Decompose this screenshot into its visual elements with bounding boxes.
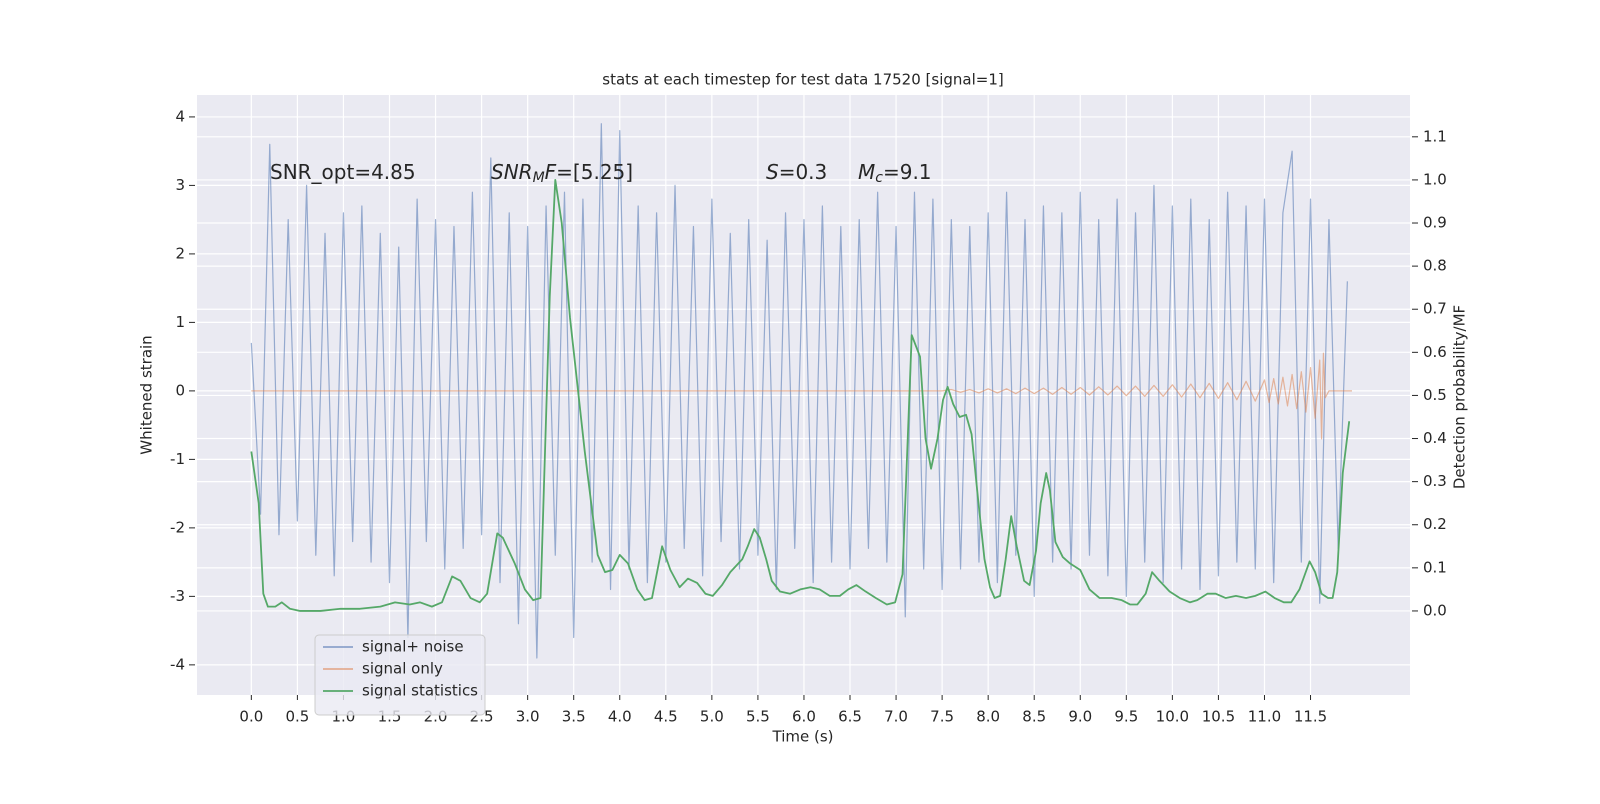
x-tick-label: 4.5: [654, 708, 678, 726]
legend-label: signal only: [362, 660, 443, 678]
annotation: SNRMF=[5.25]: [491, 160, 633, 187]
annotation: Mc=9.1: [858, 160, 932, 187]
y-tick-label: 0: [175, 381, 185, 399]
y2-tick-label: 0.4: [1423, 429, 1447, 447]
y-tick-label: -1: [170, 450, 185, 468]
x-tick-label: 9.0: [1068, 708, 1092, 726]
y2-tick-label: 0.3: [1423, 472, 1447, 490]
x-tick-label: 0.5: [285, 708, 309, 726]
series-line: [251, 352, 1352, 440]
x-axis-label: Time (s): [772, 728, 834, 746]
x-tick-label: 3.0: [516, 708, 540, 726]
annotation: SNR_opt=4.85: [270, 160, 416, 184]
annotation: S=0.3: [766, 160, 827, 184]
legend-label: signal statistics: [362, 682, 478, 700]
y-tick-label: 1: [175, 313, 185, 331]
y-tick-label: 3: [175, 176, 185, 194]
annotation-part: M: [858, 160, 875, 184]
y-axis-label: Whitened strain: [138, 335, 156, 454]
x-tick-label: 9.5: [1114, 708, 1138, 726]
legend-label: signal+ noise: [362, 638, 464, 656]
x-tick-label: 6.0: [792, 708, 816, 726]
annotation-part: S: [766, 160, 779, 184]
series-line: [250, 179, 1351, 612]
x-tick-label: 10.5: [1202, 708, 1235, 726]
y2-tick-label: 0.2: [1423, 515, 1447, 533]
series-lines: [250, 123, 1352, 659]
x-tick-label: 11.5: [1294, 708, 1327, 726]
annotation-part: c: [875, 170, 883, 186]
x-tick-label: 8.5: [1022, 708, 1046, 726]
axes: 0.0 0.5 1.0 1.5 2.0 2.5 3.0 3.5 4.0 4.5 5.0 5.5 6.0 6…: [170, 107, 1447, 725]
annotation-part: M: [533, 170, 545, 186]
annotation-part: SNR: [491, 160, 533, 184]
y2-tick-label: 1.1: [1423, 127, 1447, 145]
y-tick-label: -4: [170, 655, 185, 673]
x-tick-label: 10.0: [1156, 708, 1189, 726]
annotation-part: =9.1: [883, 160, 932, 184]
x-tick-label: 0.0: [239, 708, 263, 726]
annotation-part: =[5.25]: [556, 160, 633, 184]
annotation-part: F: [545, 160, 557, 184]
y2-tick-label: 0.8: [1423, 257, 1447, 275]
y2-tick-label: 0.7: [1423, 300, 1447, 318]
annotations: SNR_opt=4.85 SNRMF=[5.25] S=0.3 Mc=9.1: [270, 160, 932, 187]
legend-box: [314, 634, 486, 716]
legend: signal+ noise signal only signal statistic…: [314, 634, 486, 716]
y-tick-label: -3: [170, 587, 185, 605]
x-tick-label: 3.5: [562, 708, 586, 726]
y-tick-label: -2: [170, 518, 185, 536]
y2-tick-label: 0.6: [1423, 343, 1447, 361]
annotation-part: =0.3: [779, 160, 828, 184]
chart-title: stats at each timestep for test data 175…: [602, 71, 1003, 89]
x-tick-label: 8.0: [976, 708, 1000, 726]
x-tick-label: 6.5: [838, 708, 862, 726]
x-tick-label: 7.0: [884, 708, 908, 726]
y-tick-label: 4: [175, 107, 185, 125]
y2-tick-label: 0.0: [1423, 601, 1447, 619]
series-line: [250, 123, 1348, 659]
y2-tick-label: 0.1: [1423, 558, 1447, 576]
x-tick-label: 4.0: [608, 708, 632, 726]
y2-tick-label: 1.0: [1423, 170, 1447, 188]
x-tick-label: 5.0: [700, 708, 724, 726]
x-tick-label: 7.5: [930, 708, 954, 726]
annotation-part: SNR_opt=4.85: [270, 160, 416, 184]
y-tick-label: 2: [175, 244, 185, 262]
x-tick-label: 11.0: [1248, 708, 1281, 726]
y2-axis-label: Detection probability/MF: [1451, 305, 1469, 489]
y2-tick-label: 0.9: [1423, 214, 1447, 232]
y2-tick-label: 0.5: [1423, 386, 1447, 404]
x-tick-label: 5.5: [746, 708, 770, 726]
